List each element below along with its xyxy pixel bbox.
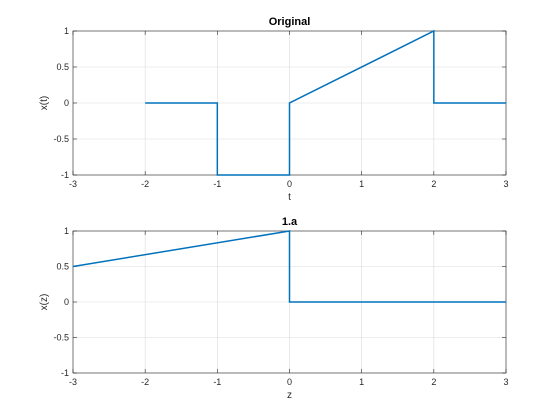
x-tick-label: -1 bbox=[213, 179, 221, 189]
x-tick-label: 2 bbox=[431, 377, 436, 387]
y-tick-label: -1 bbox=[61, 368, 69, 378]
y-tick-label: -0.5 bbox=[53, 333, 69, 343]
x-tick-label: -3 bbox=[69, 179, 77, 189]
y-tick-label: 0 bbox=[64, 98, 69, 108]
x-tick-label: 1 bbox=[359, 377, 364, 387]
y-tick-label: 1 bbox=[64, 26, 69, 36]
y-tick-label: -0.5 bbox=[53, 134, 69, 144]
y-tick-labels: -1 -0.5 0 0.5 1 bbox=[53, 226, 69, 378]
x-tick-label: 3 bbox=[503, 377, 508, 387]
x-tick-label: 0 bbox=[287, 179, 292, 189]
y-tick-label: 0.5 bbox=[56, 262, 69, 272]
x-tick-label: -3 bbox=[69, 377, 77, 387]
x-tick-label: -2 bbox=[141, 377, 149, 387]
y-tick-label: 1 bbox=[64, 226, 69, 236]
y-tick-labels: -1 -0.5 0 0.5 1 bbox=[53, 26, 69, 180]
x-tick-label: 3 bbox=[503, 179, 508, 189]
chart-panel-original: -3 -2 -1 0 1 2 3 -1 -0.5 0 0.5 1 Original t x(t) bbox=[39, 16, 509, 203]
series-group bbox=[145, 29, 507, 176]
chart-title: 1.a bbox=[282, 216, 298, 228]
y-axis-label: x(z) bbox=[39, 294, 50, 311]
y-tick-label: 0 bbox=[64, 297, 69, 307]
x-axis-label: z bbox=[287, 390, 292, 401]
y-axis-label: x(t) bbox=[39, 96, 50, 110]
x-tick-labels: -3 -2 -1 0 1 2 3 bbox=[69, 377, 509, 387]
x-tick-label: 0 bbox=[287, 377, 292, 387]
chart-title: Original bbox=[269, 16, 311, 28]
x-tick-label: 2 bbox=[431, 179, 436, 189]
series-line bbox=[72, 230, 506, 303]
x-tick-labels: -3 -2 -1 0 1 2 3 bbox=[69, 179, 509, 189]
y-tick-label: 0.5 bbox=[56, 62, 69, 72]
series-line bbox=[145, 29, 506, 176]
x-tick-label: -1 bbox=[213, 377, 221, 387]
series-group bbox=[72, 230, 507, 303]
x-tick-label: -2 bbox=[141, 179, 149, 189]
y-tick-label: -1 bbox=[61, 170, 69, 180]
x-axis-label: t bbox=[288, 192, 291, 203]
x-tick-label: 1 bbox=[359, 179, 364, 189]
chart-panel-1a: -3 -2 -1 0 1 2 3 -1 -0.5 0 0.5 1 1.a z x(z) bbox=[39, 216, 509, 401]
